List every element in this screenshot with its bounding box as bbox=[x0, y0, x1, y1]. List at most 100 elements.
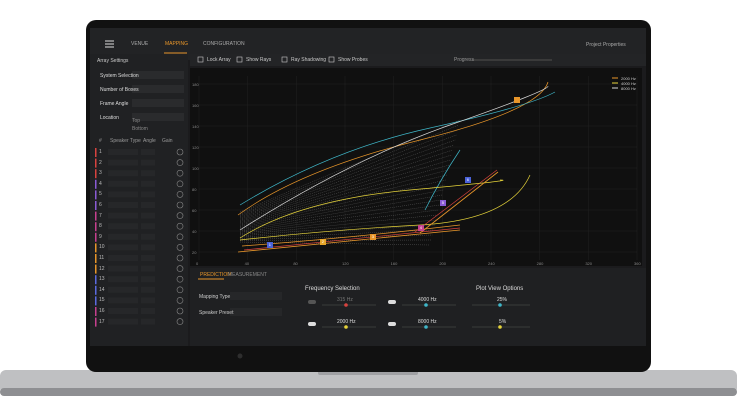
angle-input[interactable] bbox=[141, 233, 155, 240]
speaker-select[interactable] bbox=[108, 170, 138, 177]
row-toggle[interactable] bbox=[176, 201, 184, 209]
speaker-select[interactable] bbox=[108, 223, 138, 230]
nav-tab[interactable]: CONFIGURATION bbox=[203, 41, 245, 47]
angle-input[interactable] bbox=[141, 244, 155, 251]
ray bbox=[239, 199, 441, 232]
speaker-select[interactable] bbox=[108, 244, 138, 251]
angle-input[interactable] bbox=[141, 180, 155, 187]
slider-knob[interactable] bbox=[424, 325, 428, 329]
speaker-select[interactable] bbox=[108, 149, 138, 155]
input[interactable] bbox=[132, 99, 184, 107]
legend-label: 4000 Hz bbox=[621, 80, 636, 86]
row-toggle[interactable] bbox=[176, 275, 184, 283]
toggle[interactable] bbox=[388, 322, 396, 326]
row-toggle[interactable] bbox=[176, 191, 184, 198]
row-toggle[interactable] bbox=[176, 159, 184, 166]
angle-input[interactable] bbox=[141, 265, 155, 272]
slider-knob[interactable] bbox=[424, 303, 428, 307]
ray bbox=[239, 224, 435, 238]
select[interactable] bbox=[230, 308, 282, 316]
speaker-select[interactable] bbox=[108, 308, 138, 314]
y-tick-label: 160 bbox=[192, 103, 199, 108]
coverage-contour bbox=[237, 81, 549, 216]
row-color bbox=[95, 254, 97, 263]
toggle[interactable] bbox=[308, 322, 316, 326]
speaker-select[interactable] bbox=[108, 212, 138, 219]
row-number: 13 bbox=[99, 276, 105, 283]
input[interactable] bbox=[132, 113, 184, 121]
row-number: 15 bbox=[99, 297, 105, 304]
angle-input[interactable] bbox=[141, 297, 155, 304]
angle-input[interactable] bbox=[141, 223, 155, 230]
bottom-tab[interactable]: MEASUREMENT bbox=[228, 272, 267, 278]
probe[interactable] bbox=[440, 200, 446, 206]
row-toggle[interactable] bbox=[176, 148, 184, 156]
project-properties[interactable]: Project Properties bbox=[586, 42, 626, 48]
angle-input[interactable] bbox=[141, 286, 155, 293]
row-toggle[interactable] bbox=[176, 169, 184, 177]
speaker-select[interactable] bbox=[108, 255, 138, 261]
probe[interactable] bbox=[418, 225, 424, 231]
select[interactable] bbox=[230, 292, 282, 300]
angle-input[interactable] bbox=[141, 159, 155, 166]
ray bbox=[239, 154, 452, 221]
speaker-select[interactable] bbox=[108, 180, 138, 187]
row-toggle[interactable] bbox=[176, 307, 184, 315]
row-toggle[interactable] bbox=[176, 222, 184, 230]
slider-knob[interactable] bbox=[498, 303, 502, 307]
checkbox[interactable] bbox=[281, 56, 288, 63]
audience-plane bbox=[237, 229, 461, 253]
angle-input[interactable] bbox=[141, 191, 155, 198]
input[interactable] bbox=[132, 85, 184, 93]
frequency-value: 315 Hz bbox=[337, 297, 353, 303]
probe[interactable] bbox=[267, 242, 273, 248]
field-label: Location bbox=[100, 115, 119, 121]
probe[interactable] bbox=[465, 177, 471, 183]
speaker-select[interactable] bbox=[108, 318, 138, 325]
row-toggle[interactable] bbox=[176, 180, 184, 188]
speaker-select[interactable] bbox=[108, 202, 138, 208]
row-color bbox=[95, 232, 97, 242]
toggle[interactable] bbox=[388, 300, 396, 304]
checkbox[interactable] bbox=[236, 56, 243, 63]
row-number: 5 bbox=[99, 191, 102, 198]
angle-input[interactable] bbox=[141, 318, 155, 325]
row-number: 16 bbox=[99, 308, 105, 314]
angle-input[interactable] bbox=[141, 202, 155, 208]
speaker-select[interactable] bbox=[108, 265, 138, 272]
toggle[interactable] bbox=[308, 300, 316, 304]
row-toggle[interactable] bbox=[176, 318, 184, 325]
row-toggle[interactable] bbox=[176, 297, 184, 304]
checkbox[interactable] bbox=[328, 56, 335, 63]
input[interactable] bbox=[132, 71, 184, 79]
speaker-select[interactable] bbox=[108, 276, 138, 283]
row-toggle[interactable] bbox=[176, 286, 184, 294]
probe[interactable] bbox=[320, 239, 326, 245]
row-toggle[interactable] bbox=[176, 212, 184, 219]
angle-input[interactable] bbox=[141, 170, 155, 177]
row-toggle[interactable] bbox=[176, 254, 184, 262]
column-header: Gain bbox=[162, 138, 173, 144]
row-toggle[interactable] bbox=[176, 244, 184, 251]
probe[interactable] bbox=[370, 234, 376, 240]
row-toggle[interactable] bbox=[176, 265, 184, 272]
angle-input[interactable] bbox=[141, 212, 155, 219]
angle-input[interactable] bbox=[141, 276, 155, 283]
speaker-select[interactable] bbox=[108, 297, 138, 304]
angle-input[interactable] bbox=[141, 149, 155, 155]
row-toggle[interactable] bbox=[176, 233, 184, 241]
slider-knob[interactable] bbox=[344, 303, 348, 307]
angle-input[interactable] bbox=[141, 255, 155, 261]
nav-tab[interactable]: VENUE bbox=[131, 41, 149, 47]
bottom-tab[interactable]: PREDICTION bbox=[200, 272, 231, 278]
angle-input[interactable] bbox=[141, 308, 155, 314]
speaker-select[interactable] bbox=[108, 191, 138, 198]
speaker-select[interactable] bbox=[108, 233, 138, 240]
row-number: 6 bbox=[99, 202, 102, 208]
slider-knob[interactable] bbox=[498, 325, 502, 329]
speaker-select[interactable] bbox=[108, 286, 138, 293]
nav-tab[interactable]: MAPPING bbox=[165, 41, 189, 47]
speaker-select[interactable] bbox=[108, 159, 138, 166]
slider-knob[interactable] bbox=[344, 325, 348, 329]
checkbox[interactable] bbox=[197, 56, 204, 63]
